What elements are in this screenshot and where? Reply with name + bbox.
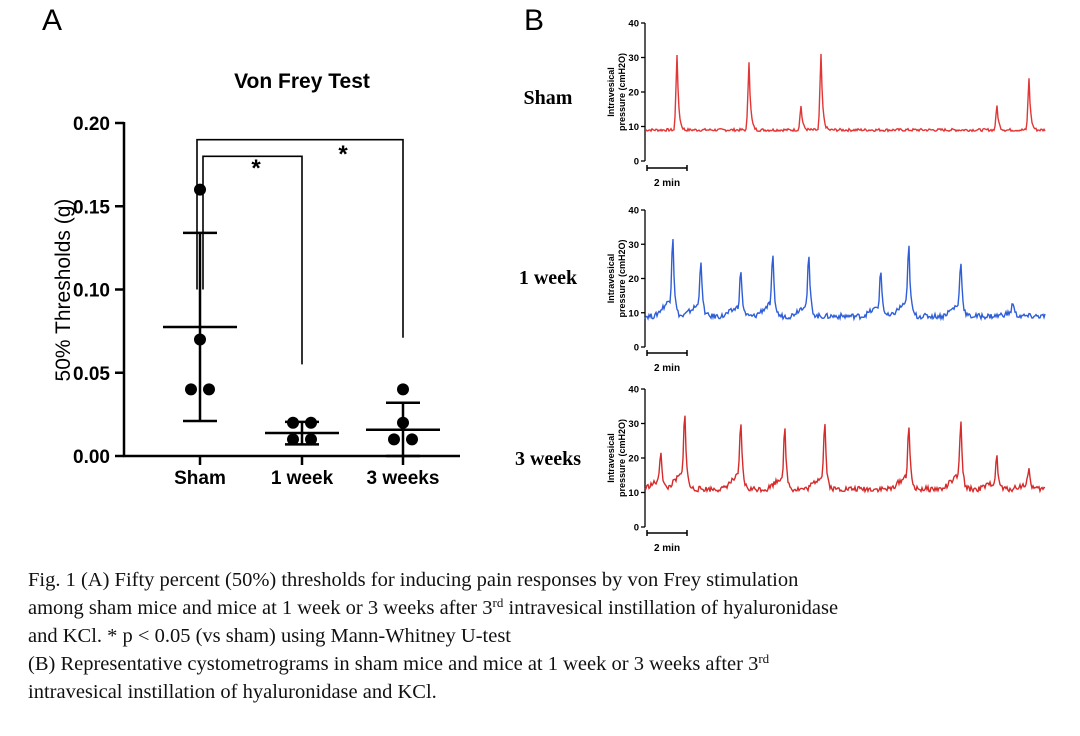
data-point — [287, 433, 299, 446]
data-point — [194, 183, 206, 196]
significance-label-3-weeks: * — [338, 141, 348, 168]
x-tick-label: Sham — [174, 468, 226, 489]
row-label: 1 week — [519, 267, 578, 289]
data-point — [397, 416, 409, 429]
caption-line-4: (B) Representative cystometrograms in sh… — [28, 651, 770, 675]
y-tick-label: 0 — [634, 523, 639, 534]
y-tick-label: 0.00 — [73, 447, 110, 468]
significance-label-1-week: * — [251, 155, 261, 182]
y-axis-label: 50% Thresholds (g) — [52, 199, 75, 382]
y-tick-label: 0.10 — [73, 281, 110, 302]
x-tick-label: 1 week — [271, 468, 334, 489]
y-tick-label: 30 — [628, 240, 639, 251]
y-tick-label: 40 — [628, 19, 639, 30]
y-tick-label: 0 — [634, 157, 639, 168]
y-axis-label: Intravesicalpressure (cmH2O) — [606, 419, 627, 497]
cystometrogram-panel: Sham 0 10 20 30 40 Intravesicalpressure (cmH2O… — [515, 19, 1046, 554]
von-frey-chart: Von Frey Test 0.00 0.05 0.10 0.15 0.20 50% Thr… — [52, 70, 460, 489]
data-point — [388, 433, 400, 446]
data-point — [203, 383, 215, 396]
data-point — [185, 383, 197, 396]
data-point — [287, 416, 299, 429]
y-tick-label: 10 — [628, 488, 639, 499]
figure-caption: Fig. 1 (A) Fifty percent (50%) threshold… — [28, 566, 1073, 706]
y-tick-label: 30 — [628, 53, 639, 64]
data-point — [406, 433, 418, 446]
row-label: 3 weeks — [515, 448, 581, 470]
panel-a-letter: A — [42, 4, 63, 37]
pressure-trace — [644, 415, 1046, 494]
y-tick-label: 20 — [628, 454, 639, 465]
caption-line-3: and KCl. * p < 0.05 (vs sham) using Mann… — [28, 625, 512, 647]
x-tick-label: 3 weeks — [367, 468, 440, 489]
caption-line-1: Fig. 1 (A) Fifty percent (50%) threshold… — [28, 569, 799, 591]
caption-line-2: among sham mice and mice at 1 week or 3 … — [28, 595, 839, 619]
y-axis-label: Intravesicalpressure (cmH2O) — [606, 53, 627, 131]
y-tick-label: 0.15 — [73, 197, 110, 218]
y-axis-label: Intravesicalpressure (cmH2O) — [606, 239, 627, 317]
data-point — [194, 333, 206, 346]
y-tick-label: 20 — [628, 88, 639, 99]
caption-line-5: intravesical instillation of hyaluronida… — [28, 681, 437, 703]
row-label: Sham — [524, 87, 573, 109]
data-point — [397, 383, 409, 396]
y-tick-label: 20 — [628, 274, 639, 285]
pressure-trace — [644, 53, 1046, 133]
panel-b-letter: B — [524, 4, 545, 37]
y-tick-label: 40 — [628, 206, 639, 217]
scale-bar-label: 2 min — [654, 363, 680, 374]
y-tick-label: 30 — [628, 419, 639, 430]
pressure-trace — [644, 239, 1046, 322]
y-tick-label: 0.05 — [73, 364, 110, 385]
y-tick-label: 0 — [634, 343, 639, 354]
y-tick-label: 10 — [628, 308, 639, 319]
significance-bracket-1-week — [202, 155, 303, 365]
data-point — [305, 433, 317, 446]
scale-bar-label: 2 min — [654, 178, 680, 189]
significance-bracket-3-weeks — [196, 138, 404, 338]
scale-bar-label: 2 min — [654, 543, 680, 554]
chart-title: Von Frey Test — [234, 70, 370, 93]
y-tick-label: 0.20 — [73, 114, 110, 135]
y-tick-label: 40 — [628, 385, 639, 396]
data-point — [305, 416, 317, 429]
y-tick-label: 10 — [628, 122, 639, 133]
